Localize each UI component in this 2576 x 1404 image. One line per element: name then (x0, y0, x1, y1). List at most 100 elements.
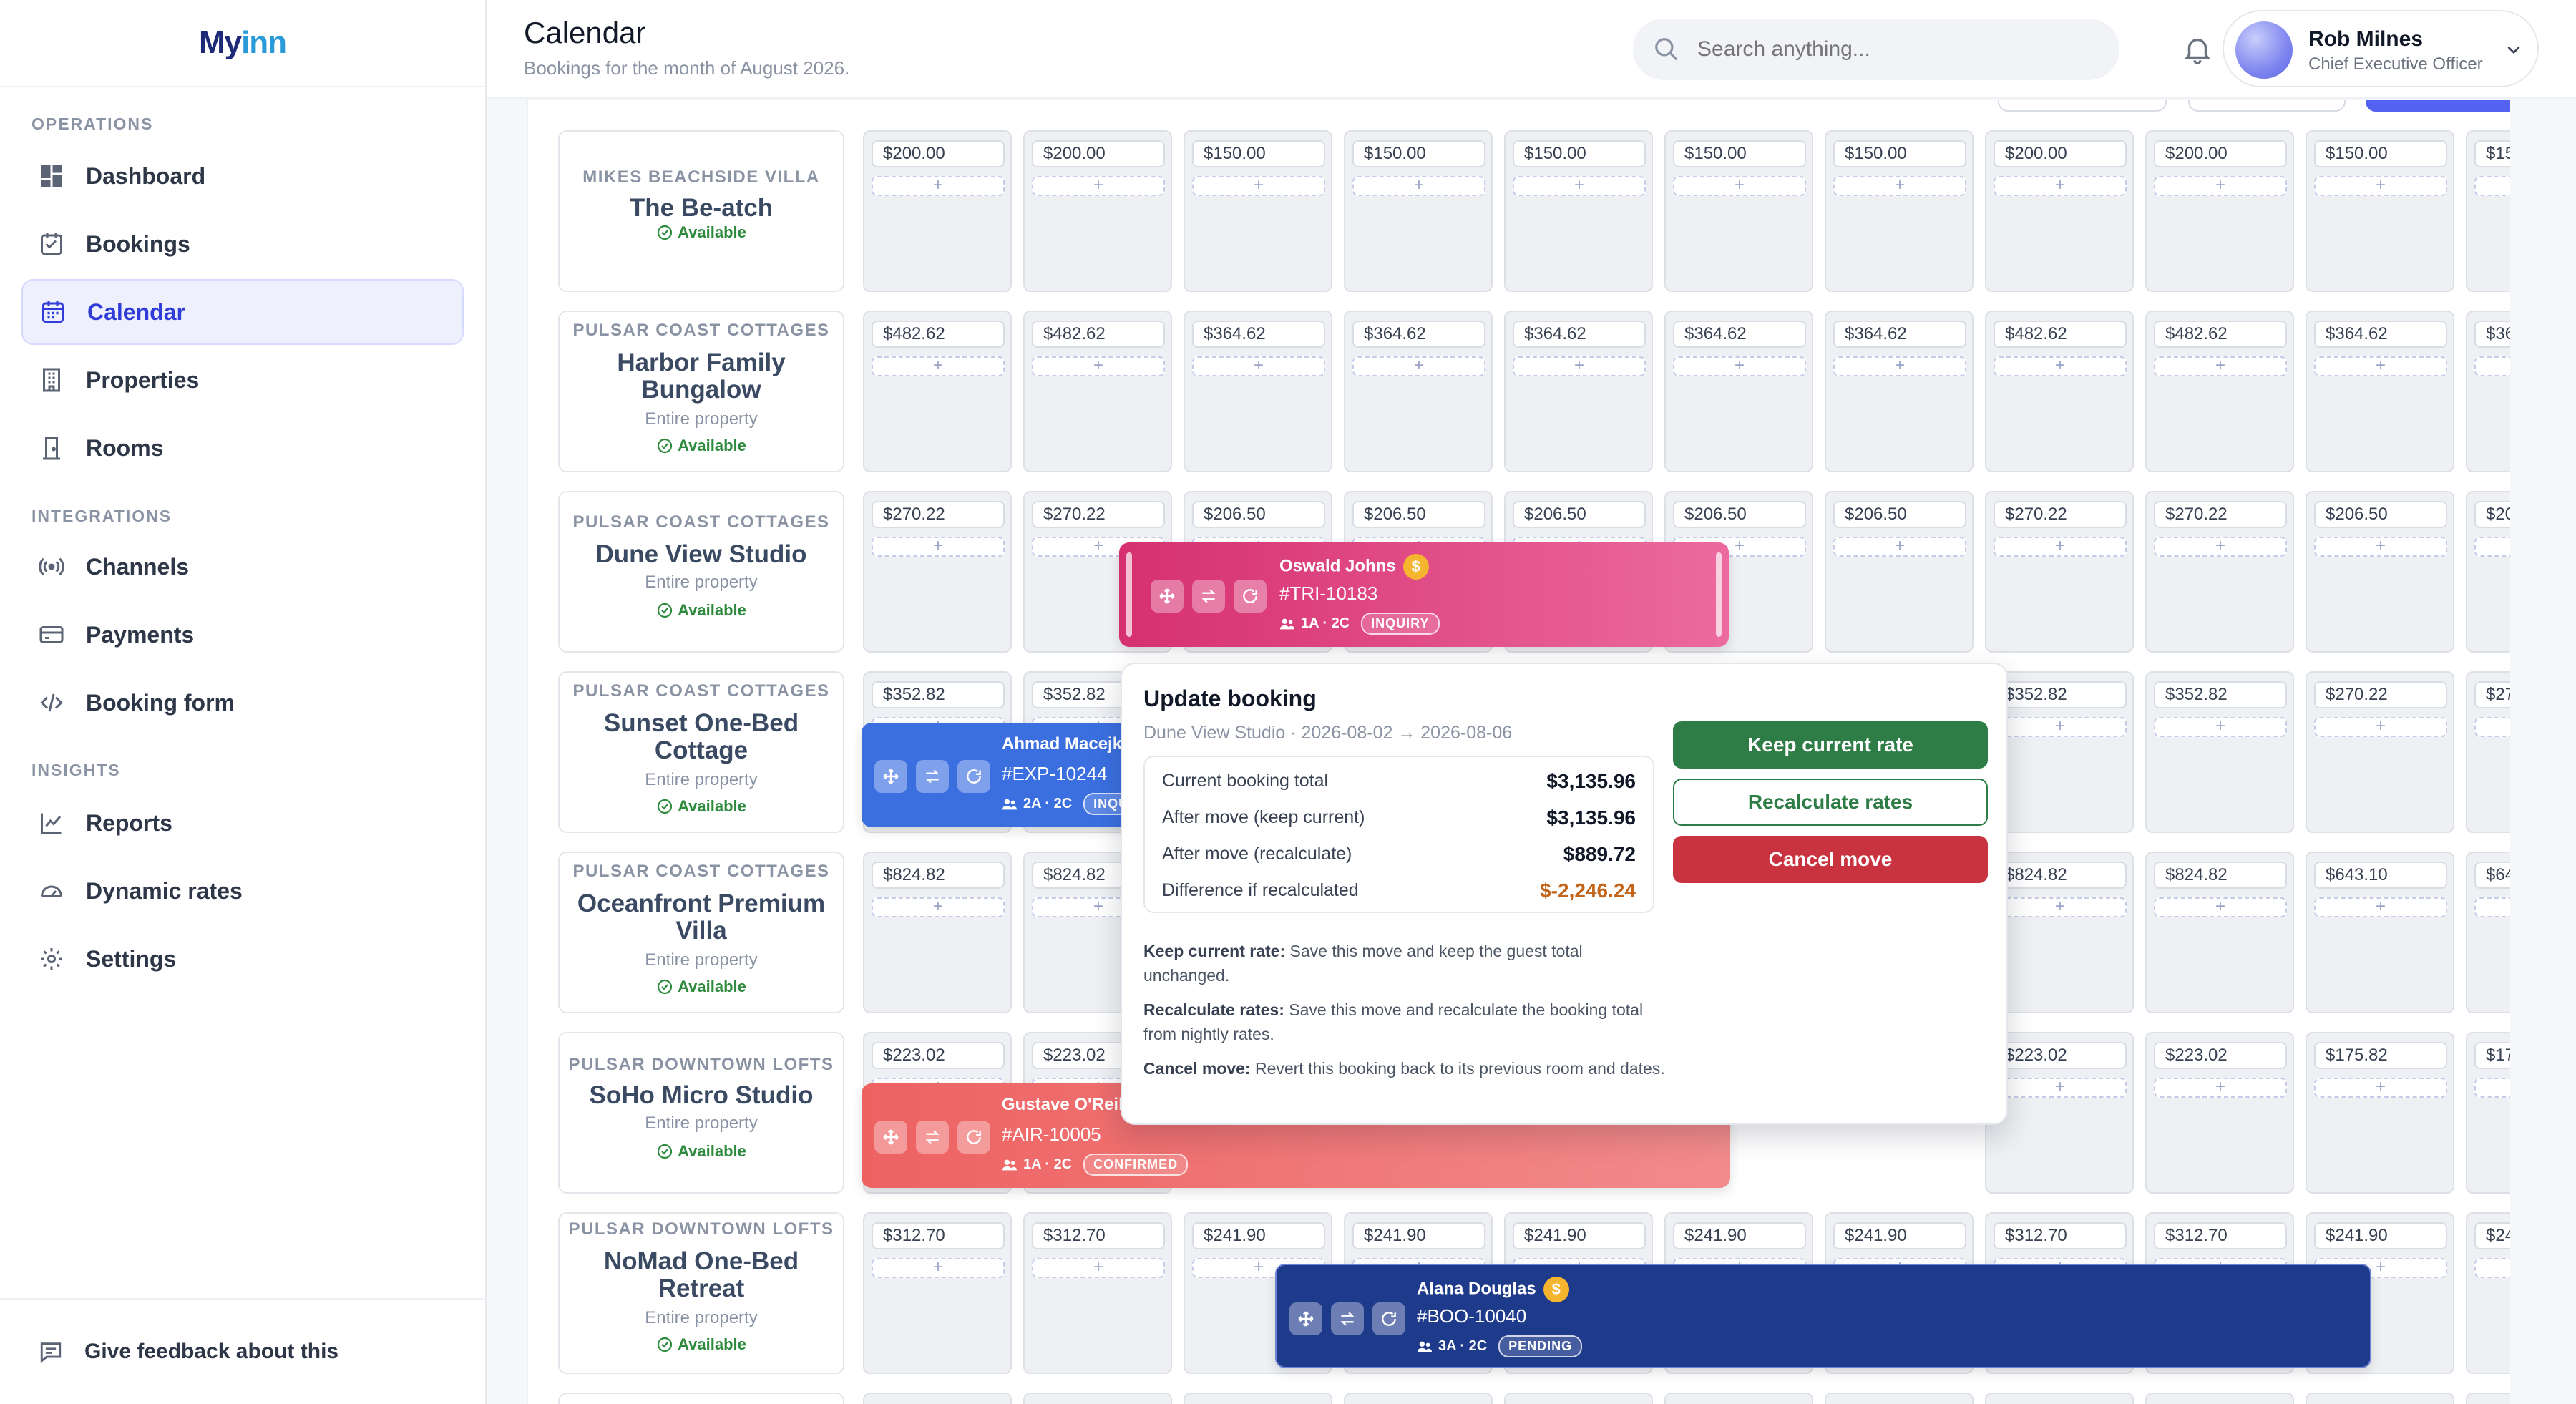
nightly-price[interactable]: $270.22 (2314, 681, 2447, 708)
nightly-price[interactable]: $270.22 (1032, 501, 1165, 528)
nightly-price[interactable]: $312.70 (2154, 1222, 2287, 1249)
sidebar-item-payments[interactable]: Payments (21, 602, 464, 668)
day-cell[interactable]: $200.00 + (2145, 130, 2294, 292)
add-booking-button[interactable]: + (1513, 176, 1646, 196)
day-cell[interactable]: $364.62 + (1825, 311, 1974, 472)
nightly-price[interactable]: $24 (2474, 1222, 2510, 1249)
add-booking-button[interactable]: + (1833, 537, 1966, 557)
day-cell[interactable]: $27 + (2466, 671, 2510, 833)
add-booking-button[interactable]: + (2154, 717, 2287, 737)
nightly-price[interactable]: $200.00 (872, 140, 1005, 167)
day-cell[interactable]: $364.62 + (1664, 311, 1813, 472)
add-booking-button[interactable]: + (1673, 176, 1806, 196)
sidebar-item-calendar[interactable]: Calendar (21, 279, 464, 345)
add-booking-button[interactable]: + (1994, 1078, 2127, 1098)
nightly-price[interactable]: $241.90 (1513, 1222, 1646, 1249)
nightly-price[interactable]: $270.22 (1994, 501, 2127, 528)
nightly-price[interactable]: $150.00 (2314, 140, 2447, 167)
day-cell[interactable]: $175.82 + (2306, 1032, 2454, 1194)
add-booking-button[interactable]: + (1032, 1258, 1165, 1278)
resize-handle-left[interactable] (1126, 552, 1132, 637)
nightly-price[interactable]: $36 (2474, 321, 2510, 348)
nightly-price[interactable]: $824.82 (1994, 862, 2127, 889)
day-cell[interactable]: $150.00 + (2306, 130, 2454, 292)
nightly-price[interactable]: $150.00 (1352, 140, 1485, 167)
nightly-price[interactable]: $364.62 (1352, 321, 1485, 348)
toolbar-button[interactable] (2188, 100, 2346, 112)
nightly-price[interactable]: $206.50 (1192, 501, 1325, 528)
day-cell[interactable]: $150.00 + (1344, 130, 1493, 292)
day-cell[interactable]: $200.00 + (1985, 130, 2134, 292)
add-booking-button[interactable]: + (1032, 356, 1165, 376)
add-booking-button[interactable]: + (872, 1258, 1005, 1278)
day-cell[interactable] (2466, 1393, 2510, 1404)
sidebar-item-properties[interactable]: Properties (21, 347, 464, 413)
day-cell[interactable] (1184, 1393, 1332, 1404)
property-card[interactable] (558, 1393, 844, 1404)
nightly-price[interactable]: $150.00 (1192, 140, 1325, 167)
feedback-link[interactable]: Give feedback about this (0, 1298, 487, 1404)
add-booking-button[interactable]: + (872, 897, 1005, 917)
day-cell[interactable]: $824.82 + (2145, 852, 2294, 1013)
add-booking-button[interactable]: + (1032, 176, 1165, 196)
day-cell[interactable]: $312.70 + (863, 1212, 1012, 1374)
day-cell[interactable]: $352.82 + (2145, 671, 2294, 833)
nightly-price[interactable]: $200.00 (1994, 140, 2127, 167)
add-booking-button[interactable]: + (2474, 537, 2510, 557)
add-booking-button[interactable]: + (2314, 1078, 2447, 1098)
add-booking-button[interactable]: + (2314, 537, 2447, 557)
day-cell[interactable]: $206.50 + (1825, 491, 1974, 653)
property-card[interactable]: PULSAR DOWNTOWN LOFTS SoHo Micro Studio … (558, 1032, 844, 1194)
nightly-price[interactable]: $352.82 (1994, 681, 2127, 708)
add-booking-button[interactable]: + (2314, 176, 2447, 196)
day-cell[interactable] (2306, 1393, 2454, 1404)
move-icon[interactable] (874, 760, 907, 793)
refresh-icon[interactable] (957, 760, 990, 793)
day-cell[interactable] (1985, 1393, 2134, 1404)
day-cell[interactable]: $20 + (2466, 491, 2510, 653)
nightly-price[interactable]: $200.00 (2154, 140, 2287, 167)
add-booking-button[interactable]: + (2154, 356, 2287, 376)
add-booking-button[interactable]: + (2474, 1258, 2510, 1278)
nightly-price[interactable]: $643.10 (2314, 862, 2447, 889)
add-booking-button[interactable]: + (872, 356, 1005, 376)
property-card[interactable]: PULSAR COAST COTTAGES Dune View Studio E… (558, 491, 844, 653)
day-cell[interactable]: $482.62 + (863, 311, 1012, 472)
nightly-price[interactable]: $150.00 (1833, 140, 1966, 167)
day-cell[interactable]: $223.02 + (1985, 1032, 2134, 1194)
day-cell[interactable]: $352.82 + (1985, 671, 2134, 833)
nightly-price[interactable]: $241.90 (1192, 1222, 1325, 1249)
day-cell[interactable]: $364.62 + (1344, 311, 1493, 472)
day-cell[interactable]: $200.00 + (1023, 130, 1172, 292)
add-booking-button[interactable]: + (1192, 176, 1325, 196)
sidebar-item-channels[interactable]: Channels (21, 534, 464, 600)
nightly-price[interactable]: $223.02 (2154, 1042, 2287, 1069)
resize-handle-right[interactable] (1716, 552, 1722, 637)
app-logo[interactable]: Myinn (0, 0, 485, 87)
move-icon[interactable] (1151, 580, 1184, 613)
sidebar-item-dashboard[interactable]: Dashboard (21, 143, 464, 209)
day-cell[interactable]: $482.62 + (1023, 311, 1172, 472)
nightly-price[interactable]: $364.62 (1192, 321, 1325, 348)
nightly-price[interactable]: $150.00 (1513, 140, 1646, 167)
nightly-price[interactable]: $824.82 (872, 862, 1005, 889)
recalculate-rates-button[interactable]: Recalculate rates (1673, 779, 1988, 826)
nightly-price[interactable]: $364.62 (1673, 321, 1806, 348)
nightly-price[interactable]: $17 (2474, 1042, 2510, 1069)
add-booking-button[interactable]: + (2474, 717, 2510, 737)
swap-icon[interactable] (1331, 1302, 1364, 1335)
day-cell[interactable]: $150.00 + (1825, 130, 1974, 292)
sidebar-item-bookings[interactable]: Bookings (21, 211, 464, 277)
day-cell[interactable]: $364.62 + (1184, 311, 1332, 472)
add-booking-button[interactable]: + (1994, 717, 2127, 737)
add-booking-button[interactable]: + (2474, 176, 2510, 196)
swap-icon[interactable] (916, 760, 949, 793)
add-booking-button[interactable]: + (2314, 897, 2447, 917)
search-input[interactable] (1697, 37, 2098, 62)
add-booking-button[interactable]: + (1032, 897, 1165, 917)
sidebar-item-dynamic-rates[interactable]: Dynamic rates (21, 858, 464, 924)
nightly-price[interactable]: $352.82 (872, 681, 1005, 708)
day-cell[interactable] (2145, 1393, 2294, 1404)
add-booking-button[interactable]: + (2314, 356, 2447, 376)
nightly-price[interactable]: $206.50 (1673, 501, 1806, 528)
